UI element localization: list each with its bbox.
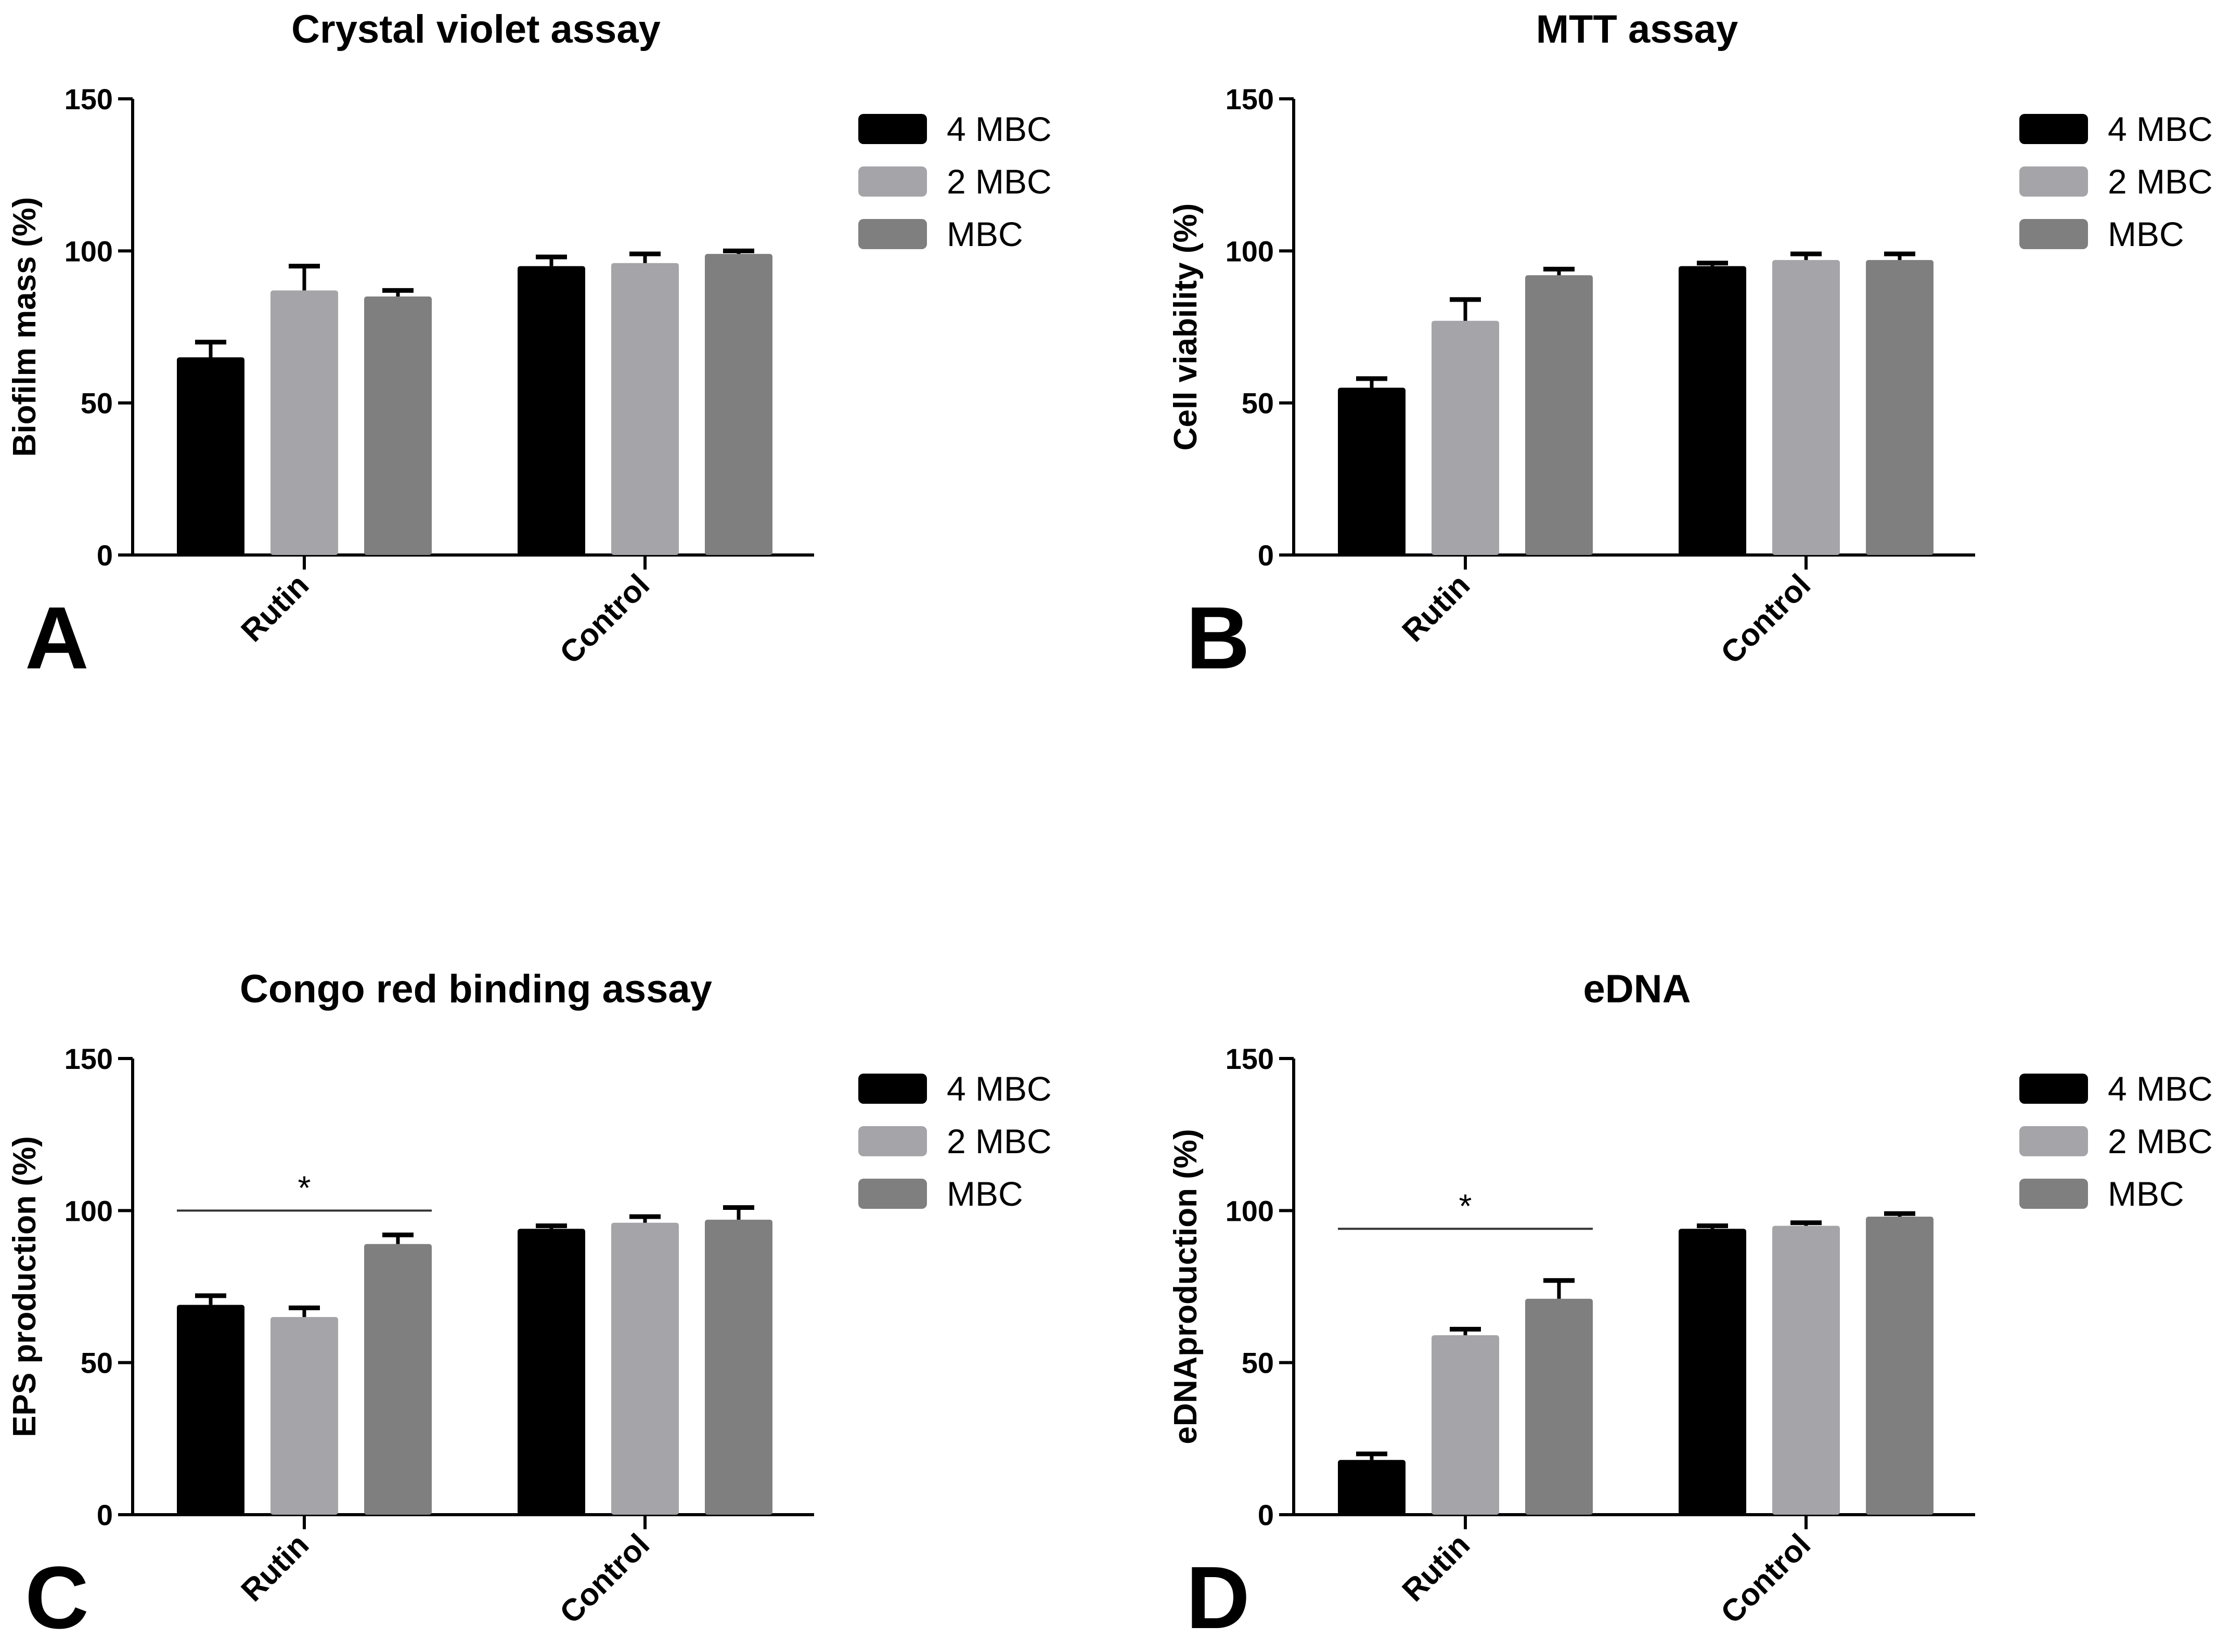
bar-2-mbc-control (611, 263, 679, 556)
bar-2-mbc-control (1772, 260, 1840, 556)
bar-mbc-rutin (364, 1244, 432, 1515)
bar-mbc-rutin (1525, 275, 1593, 555)
legend-swatch (858, 219, 927, 249)
legend-label: 2 MBC (947, 1122, 1052, 1160)
bar-2-mbc-rutin (270, 290, 338, 555)
legend-swatch (858, 1179, 927, 1209)
y-tick-label: 150 (1226, 83, 1274, 115)
bar-2-mbc-rutin (1432, 320, 1499, 555)
legend-label: MBC (2108, 215, 2184, 253)
bar-2-mbc-rutin (270, 1317, 338, 1515)
legend-label: 2 MBC (947, 162, 1052, 201)
panel-letter: A (25, 589, 89, 688)
bar-2-mbc-control (1772, 1225, 1840, 1515)
bar-mbc-rutin (1525, 1298, 1593, 1515)
y-tick-label: 50 (1242, 1347, 1274, 1379)
x-tick-label-control: Control (1714, 567, 1817, 670)
panel-letter: D (1186, 1548, 1250, 1647)
legend-label: MBC (2108, 1175, 2184, 1213)
panel-c: Congo red binding assay EPS production (%… (7, 967, 1052, 1647)
bar-4-mbc-rutin (1338, 1460, 1406, 1515)
legend-swatch (858, 1074, 927, 1104)
bar-mbc-control (1866, 260, 1934, 556)
y-axis-label: EPS production (%) (7, 1136, 43, 1437)
panel-b: MTT assay Cell viability (%) 0 50 100 150 Ruti… (1168, 7, 2213, 688)
bar-4-mbc-rutin (177, 1305, 244, 1515)
bar-2-mbc-control (611, 1222, 679, 1515)
chart-title: eDNA (1583, 967, 1691, 1011)
legend-swatch (2019, 1074, 2088, 1104)
panel-letter: C (25, 1548, 89, 1647)
y-tick-label: 150 (1226, 1042, 1274, 1075)
y-tick-label: 0 (1258, 539, 1274, 572)
significance-star: * (1459, 1187, 1472, 1224)
y-tick-label: 100 (65, 235, 113, 267)
legend-label: 4 MBC (2108, 110, 2213, 148)
chart-title: Crystal violet assay (291, 7, 661, 51)
legend-swatch (858, 114, 927, 144)
bar-4-mbc-control (518, 266, 585, 556)
x-tick-label-rutin: Rutin (1395, 567, 1476, 649)
y-tick-label: 150 (65, 83, 113, 115)
legend-label: MBC (947, 215, 1023, 253)
bar-4-mbc-rutin (177, 357, 244, 555)
bar-4-mbc-rutin (1338, 388, 1406, 555)
x-tick-label-rutin: Rutin (234, 1527, 315, 1608)
chart-title: Congo red binding assay (240, 967, 712, 1011)
bar-mbc-rutin (364, 296, 432, 555)
legend-label: 2 MBC (2108, 162, 2213, 201)
legend-swatch (2019, 1179, 2088, 1209)
legend-label: 2 MBC (2108, 1122, 2213, 1160)
x-tick-label-rutin: Rutin (1395, 1527, 1476, 1608)
y-tick-label: 100 (1226, 235, 1274, 267)
legend-swatch (2019, 166, 2088, 197)
y-tick-label: 100 (1226, 1194, 1274, 1227)
legend-swatch (2019, 1126, 2088, 1156)
bar-4-mbc-control (518, 1229, 585, 1515)
bar-4-mbc-control (1679, 266, 1746, 556)
legend-swatch (2019, 219, 2088, 249)
panel-a: Crystal violet assay Biofilm mass (%) 0 50 1… (7, 7, 1052, 688)
panel-d: eDNA eDNAproduction (%) 0 50 100 150 Rutin Cont… (1168, 967, 2213, 1647)
legend-label: 4 MBC (2108, 1069, 2213, 1108)
bar-mbc-control (705, 254, 772, 555)
x-tick-label-control: Control (553, 1527, 656, 1630)
x-tick-label-control: Control (553, 567, 656, 670)
y-axis-label: eDNAproduction (%) (1168, 1129, 1204, 1444)
y-tick-label: 0 (97, 1499, 113, 1531)
x-tick-label-rutin: Rutin (234, 567, 315, 649)
chart-title: MTT assay (1536, 7, 1738, 51)
legend-swatch (2019, 114, 2088, 144)
y-tick-label: 50 (81, 387, 113, 420)
bar-2-mbc-rutin (1432, 1335, 1499, 1515)
y-tick-label: 150 (65, 1042, 113, 1075)
bar-mbc-control (705, 1219, 772, 1515)
y-tick-label: 50 (81, 1347, 113, 1379)
legend-swatch (858, 166, 927, 197)
y-tick-label: 0 (97, 539, 113, 572)
x-tick-label-control: Control (1714, 1527, 1817, 1630)
y-tick-label: 100 (65, 1194, 113, 1227)
legend-label: MBC (947, 1175, 1023, 1213)
legend-swatch (858, 1126, 927, 1156)
y-tick-label: 0 (1258, 1499, 1274, 1531)
y-tick-label: 50 (1242, 387, 1274, 420)
legend-label: 4 MBC (947, 110, 1052, 148)
bar-mbc-control (1866, 1217, 1934, 1515)
panel-letter: B (1186, 589, 1250, 688)
y-axis-label: Cell viability (%) (1168, 203, 1204, 450)
legend-label: 4 MBC (947, 1069, 1052, 1108)
bar-4-mbc-control (1679, 1229, 1746, 1515)
y-axis-label: Biofilm mass (%) (7, 197, 43, 457)
significance-star: * (298, 1169, 311, 1206)
